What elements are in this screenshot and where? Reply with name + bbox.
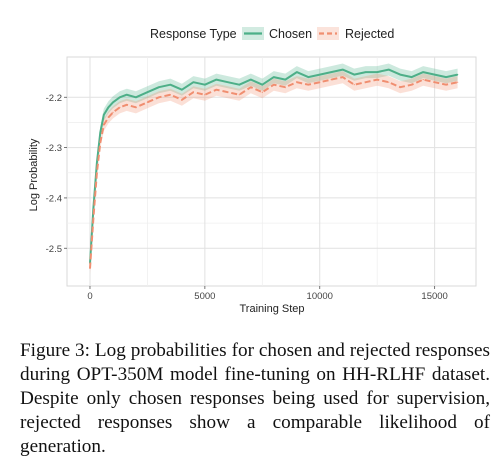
legend-band-chosen: [242, 27, 264, 40]
data-point-chosen: [296, 71, 298, 73]
data-point-rejected: [103, 124, 105, 126]
data-point-chosen: [353, 74, 355, 76]
data-point-chosen: [204, 84, 206, 86]
data-point-rejected: [365, 81, 367, 83]
data-point-rejected: [399, 86, 401, 88]
data-point-rejected: [330, 79, 332, 81]
legend-label-rejected: Rejected: [345, 27, 394, 41]
data-point-chosen: [319, 74, 321, 76]
data-point-rejected: [204, 94, 206, 96]
data-point-chosen: [92, 207, 95, 209]
chart: Response Type Chosen Rejected 0 5000 10000…: [28, 27, 477, 315]
data-point-chosen: [169, 84, 171, 86]
data-point-rejected: [307, 84, 309, 86]
legend: Response Type Chosen Rejected: [150, 27, 394, 41]
data-point-chosen: [146, 91, 149, 93]
data-point-rejected: [135, 106, 137, 108]
data-point-chosen: [215, 79, 217, 81]
plot-area: 0 5000 10000 15000 -2.5 -2.4 -2.3 -2.2: [46, 56, 477, 302]
data-point-chosen: [126, 94, 128, 96]
data-point-rejected: [227, 91, 229, 93]
data-point-chosen: [112, 101, 114, 103]
data-point-rejected: [238, 94, 240, 96]
series-line-rejected: [89, 76, 458, 269]
data-point-rejected: [261, 91, 263, 93]
data-point-rejected: [422, 79, 424, 81]
data-point-rejected: [89, 267, 91, 269]
series-line-chosen: [89, 68, 458, 264]
x-axis-label: Training Step: [239, 303, 304, 315]
data-point-rejected: [342, 76, 344, 78]
data-point-chosen: [96, 162, 98, 164]
data-point-chosen: [227, 81, 229, 83]
data-point-chosen: [103, 114, 105, 116]
y-tick-label: -2.4: [46, 193, 62, 204]
data-point-chosen: [434, 74, 436, 76]
x-tick-label: 5000: [194, 291, 215, 302]
y-tick-label: -2.5: [46, 244, 62, 255]
data-point-rejected: [388, 81, 390, 83]
data-point-chosen: [181, 89, 183, 91]
data-point-chosen: [99, 131, 101, 134]
data-point-chosen: [192, 81, 194, 83]
data-point-chosen: [238, 84, 240, 86]
data-point-rejected: [146, 101, 149, 103]
data-point-chosen: [399, 74, 401, 76]
data-point-rejected: [457, 81, 459, 83]
data-point-rejected: [126, 104, 128, 106]
data-point-chosen: [107, 106, 109, 108]
y-axis-label: Log Probability: [28, 138, 40, 211]
data-point-chosen: [261, 84, 263, 86]
data-point-rejected: [319, 81, 321, 83]
data-point-chosen: [273, 76, 275, 78]
data-point-rejected: [192, 91, 194, 93]
data-point-rejected: [376, 79, 378, 81]
data-point-rejected: [169, 94, 171, 96]
data-point-rejected: [119, 106, 121, 108]
data-point-chosen: [330, 71, 332, 73]
x-tick-label: 0: [87, 291, 92, 302]
y-tick-label: -2.3: [46, 143, 62, 154]
data-point-rejected: [411, 84, 413, 86]
data-point-rejected: [273, 84, 275, 86]
data-point-chosen: [158, 86, 160, 88]
x-tick-label: 15000: [421, 291, 447, 302]
data-point-rejected: [284, 86, 286, 88]
data-point-rejected: [296, 81, 298, 83]
data-point-chosen: [284, 79, 286, 81]
data-point-rejected: [353, 84, 355, 86]
legend-label-chosen: Chosen: [269, 27, 312, 41]
figure-caption: Figure 3: Log probabilities for chosen a…: [20, 340, 490, 457]
data-point-rejected: [92, 217, 95, 219]
data-point-chosen: [135, 96, 137, 98]
data-point-chosen: [119, 96, 121, 98]
data-point-rejected: [215, 89, 217, 91]
data-point-rejected: [112, 111, 114, 113]
x-tick-label: 10000: [307, 291, 333, 302]
data-point-chosen: [376, 71, 378, 73]
y-tick-label: -2.2: [46, 93, 62, 104]
data-point-rejected: [96, 172, 98, 174]
data-point-chosen: [307, 76, 309, 78]
data-point-chosen: [457, 74, 459, 76]
data-point-chosen: [388, 68, 390, 71]
data-point-rejected: [250, 86, 252, 88]
data-point-chosen: [342, 68, 344, 71]
data-point-rejected: [107, 116, 109, 118]
legend-title: Response Type: [150, 27, 237, 41]
data-point-chosen: [422, 71, 424, 73]
data-point-rejected: [445, 84, 447, 86]
data-point-chosen: [445, 76, 447, 78]
data-point-rejected: [434, 81, 436, 83]
data-point-rejected: [158, 96, 160, 98]
data-point-rejected: [99, 141, 101, 144]
data-point-rejected: [181, 99, 183, 101]
data-point-chosen: [411, 76, 413, 78]
data-point-chosen: [365, 71, 367, 73]
data-point-chosen: [250, 79, 252, 81]
